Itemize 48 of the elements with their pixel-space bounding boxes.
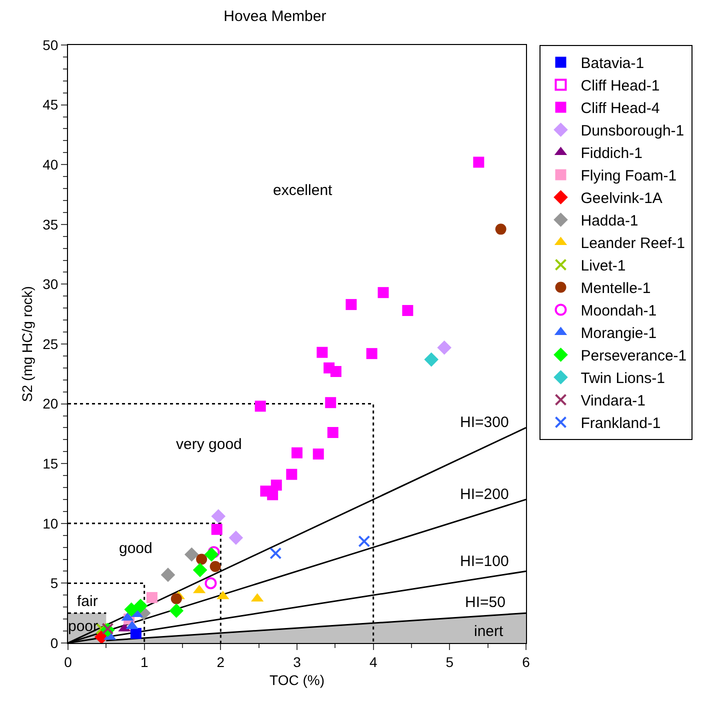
legend-label: Leander Reef-1 — [580, 235, 685, 252]
legend-label: Fiddich-1 — [580, 145, 642, 162]
annotation: HI=100 — [460, 553, 509, 570]
annotation: HI=300 — [460, 414, 509, 431]
legend-label: Cliff Head-1 — [580, 78, 660, 95]
annotation: HI=200 — [460, 486, 509, 503]
y-tick-label: 30 — [42, 276, 58, 292]
legend-label: Batavia-1 — [580, 55, 644, 72]
y-tick-label: 50 — [42, 36, 58, 53]
y-tick-label: 5 — [50, 575, 58, 592]
x-tick-label: 0 — [64, 654, 72, 670]
x-tick-label: 1 — [140, 654, 148, 670]
legend-label: Moondah-1 — [580, 302, 657, 320]
annotation: fair — [77, 593, 98, 610]
legend-label: Vindara-1 — [580, 392, 646, 410]
y-tick-label: 35 — [42, 216, 58, 232]
x-tick-label: 2 — [216, 654, 225, 670]
legend-label: Mentelle-1 — [580, 280, 651, 298]
x-tick-label: 5 — [446, 654, 454, 670]
x-tick-label: 4 — [369, 654, 378, 670]
annotation: good — [119, 540, 152, 557]
y-tick-label: 10 — [42, 515, 58, 532]
y-tick-label: 20 — [42, 396, 58, 412]
legend-label: Geelvink-1A — [580, 190, 662, 208]
legend-label: Perseverance-1 — [580, 348, 687, 365]
legend-label: Twin Lions-1 — [580, 370, 665, 388]
legend-label: Morangie-1 — [580, 325, 657, 342]
legend-label: Frankland-1 — [580, 415, 661, 432]
annotation: HI=50 — [465, 594, 506, 611]
y-tick-label: 25 — [42, 336, 58, 352]
y-tick-label: 15 — [42, 456, 58, 472]
legend-label: Hadda-1 — [580, 212, 638, 230]
annotation: inert — [474, 623, 504, 640]
y-tick-label: 0 — [50, 634, 58, 651]
annotation: excellent — [273, 182, 334, 199]
chart-title: Hovea Member — [224, 8, 326, 26]
x-tick-label: 3 — [293, 654, 302, 670]
x-tick-label: 6 — [522, 654, 530, 670]
legend-label: Dunsborough-1 — [580, 122, 684, 140]
y-axis-title: S2 (mg HC/g rock) — [19, 286, 36, 402]
x-axis-title: TOC (%) — [270, 672, 324, 688]
y-tick-label: 40 — [42, 156, 58, 172]
y-tick-label: 45 — [42, 96, 58, 113]
legend-label: Flying Foam-1 — [580, 168, 677, 185]
legend-label: Cliff Head-4 — [580, 100, 660, 118]
annotation: very good — [176, 436, 242, 453]
legend-label: Livet-1 — [580, 258, 626, 275]
annotation: poor — [68, 618, 98, 635]
